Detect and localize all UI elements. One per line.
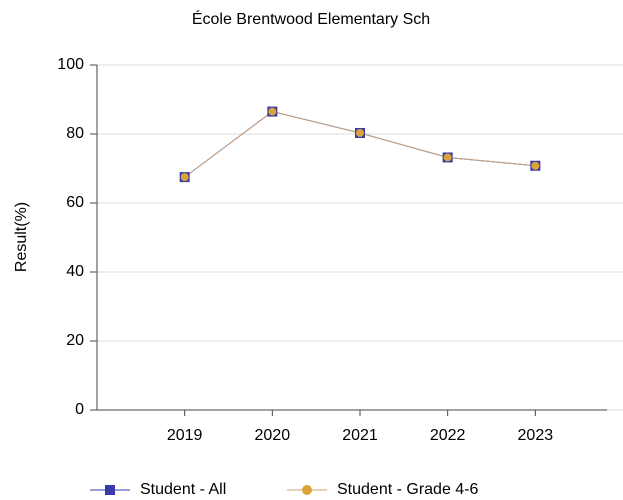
series-line xyxy=(184,111,536,178)
marker-circle xyxy=(356,128,364,137)
y-tick-label: 80 xyxy=(66,125,84,142)
x-tick-label: 2021 xyxy=(342,427,378,444)
y-tick-label: 100 xyxy=(57,56,84,73)
x-tick-label: 2019 xyxy=(167,427,203,444)
legend-marker xyxy=(105,485,115,495)
x-tick-label: 2022 xyxy=(430,427,466,444)
y-axis-label: Result(%) xyxy=(13,202,30,272)
y-tick-label: 60 xyxy=(66,194,84,211)
legend-marker xyxy=(302,485,312,495)
y-tick-label: 40 xyxy=(66,263,84,280)
marker-circle xyxy=(531,161,540,170)
series-line xyxy=(184,111,536,178)
marker-circle xyxy=(443,153,452,162)
y-tick-label: 20 xyxy=(66,332,84,349)
x-tick-label: 2023 xyxy=(518,427,554,444)
marker-circle xyxy=(268,107,277,116)
x-tick-label: 2020 xyxy=(255,427,291,444)
legend-label: Student - Grade 4-6 xyxy=(337,481,479,498)
legend-label: Student - All xyxy=(140,481,226,498)
marker-circle xyxy=(180,173,189,182)
chart-title: École Brentwood Elementary Sch xyxy=(192,9,430,28)
y-tick-label: 0 xyxy=(75,401,84,418)
